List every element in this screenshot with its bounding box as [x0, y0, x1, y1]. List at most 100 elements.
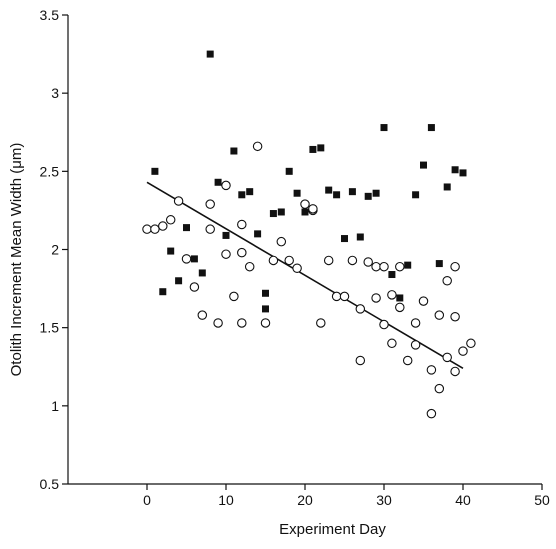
x-tick-label: 50 [534, 492, 550, 508]
circle-point [237, 318, 247, 328]
square-point [214, 178, 222, 186]
square-point [269, 210, 277, 218]
circle-point [150, 224, 160, 234]
square-point [404, 261, 412, 269]
circle-point [410, 318, 421, 328]
square-point [317, 144, 325, 152]
circle-point [434, 310, 445, 320]
circle-point [181, 254, 192, 264]
square-point [427, 124, 435, 132]
circle-point [197, 310, 208, 320]
square-point [230, 147, 238, 155]
circle-point [300, 199, 310, 209]
circle-point [276, 236, 287, 247]
square-point [151, 167, 159, 175]
circle-point [221, 180, 231, 191]
square-point [356, 233, 364, 241]
circle-point [426, 365, 437, 375]
circle-point [402, 355, 413, 366]
circle-point [450, 311, 460, 322]
square-point [198, 269, 206, 277]
square-point [372, 189, 380, 197]
circle-point [418, 296, 429, 306]
square-point [277, 208, 285, 216]
square-point [159, 288, 167, 296]
circle-point [268, 255, 279, 266]
circle-point [244, 261, 255, 272]
square-point [443, 183, 451, 191]
square-point [435, 260, 443, 268]
circle-point [205, 224, 215, 234]
square-point [254, 230, 262, 238]
regression-line-group [146, 181, 464, 370]
circle-point [426, 408, 437, 419]
circle-point [323, 255, 334, 266]
circle-point [347, 255, 358, 266]
circle-point [173, 196, 184, 206]
circle-point [395, 302, 405, 313]
circle-point [221, 249, 231, 259]
circle-point [142, 224, 152, 234]
circle-point [387, 338, 397, 349]
square-point [412, 191, 420, 199]
square-point [451, 166, 459, 174]
square-point [380, 124, 388, 132]
circle-point [458, 346, 468, 356]
circle-point [158, 221, 168, 231]
square-point [459, 169, 467, 177]
circle-point [331, 291, 342, 302]
axes: 0.5 1 1.5 2 2.5 3 3.5 0 10 20 30 40 50 [40, 7, 550, 508]
y-axis-title: Otolith Increment Mean Width (μm) [8, 143, 25, 377]
circle-point [229, 291, 239, 302]
circle-point [442, 276, 452, 286]
square-point [167, 247, 175, 255]
y-tick-label: 1 [51, 398, 59, 414]
circle-point [252, 141, 263, 152]
x-tick-label: 0 [143, 492, 151, 508]
square-point [183, 224, 190, 232]
x-tick-label: 20 [297, 492, 313, 508]
square-point [293, 189, 301, 197]
circle-point [379, 319, 389, 330]
circle-point [450, 261, 460, 272]
square-point [341, 235, 348, 243]
x-axis-title: Experiment Day [279, 521, 386, 538]
circle-point [410, 340, 421, 350]
x-tick-label: 10 [218, 492, 234, 508]
y-tick-label: 1.5 [40, 320, 60, 336]
circle-point [237, 247, 247, 258]
y-tick-label: 2 [51, 242, 59, 258]
x-tick-label: 40 [455, 492, 471, 508]
square-point [206, 50, 214, 58]
square-point [262, 289, 269, 297]
square-point [190, 255, 198, 263]
circle-point [466, 338, 476, 349]
square-point [262, 305, 269, 313]
square-point [246, 188, 254, 196]
x-tick-label: 30 [376, 492, 392, 508]
square-point [348, 188, 356, 196]
circle-point [395, 261, 405, 272]
circle-point [434, 383, 445, 394]
square-point [238, 191, 246, 199]
square-point [333, 191, 341, 199]
y-tick-label: 3.5 [40, 7, 60, 23]
circle-point [205, 199, 215, 209]
square-point [285, 167, 293, 175]
square-point [309, 145, 317, 153]
circle-point [260, 318, 271, 328]
y-tick-label: 2.5 [40, 163, 60, 179]
circle-point [371, 293, 381, 303]
circle-point [316, 318, 326, 328]
square-point [301, 208, 309, 216]
circle-point [165, 215, 176, 225]
circle-point [355, 355, 366, 366]
circle-point [339, 291, 350, 302]
square-point [420, 161, 427, 169]
data-points [142, 50, 476, 419]
y-tick-label: 3 [51, 85, 59, 101]
regression-line [146, 181, 464, 370]
square-point [396, 294, 404, 302]
